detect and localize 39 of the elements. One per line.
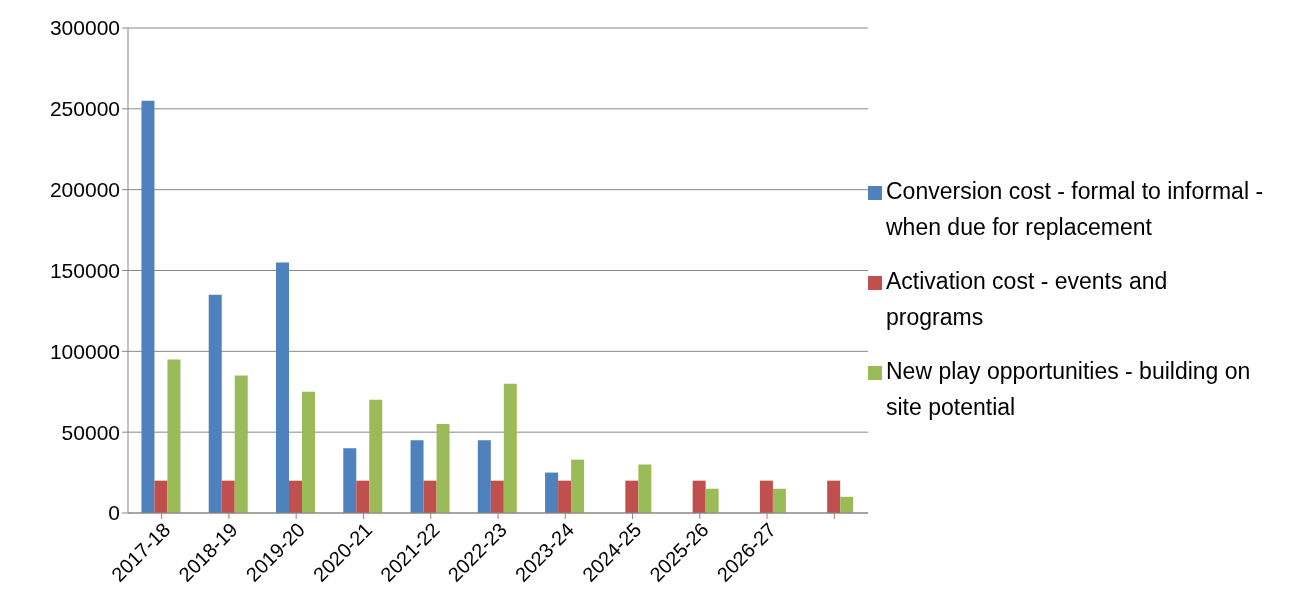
y-tick-label: 200000 <box>49 178 120 202</box>
bar <box>141 100 155 513</box>
bar <box>692 480 706 513</box>
bar <box>410 440 424 513</box>
y-tick-label: 300000 <box>49 16 120 40</box>
bar <box>436 424 450 513</box>
bar <box>356 480 370 513</box>
bar <box>369 399 383 513</box>
bar <box>638 464 652 513</box>
bar <box>827 480 841 513</box>
bar <box>545 472 559 513</box>
bar <box>234 375 248 513</box>
y-tick-label: 250000 <box>49 97 120 121</box>
bar <box>221 480 235 513</box>
y-tick-label: 0 <box>108 501 120 525</box>
bar <box>840 496 854 513</box>
legend-label: Conversion cost - formal to informal - when due for replacement <box>886 177 1265 242</box>
bar <box>276 262 289 513</box>
legend-label: Activation cost - events and programs <box>886 267 1169 332</box>
bar <box>302 391 315 513</box>
bar <box>154 480 168 513</box>
bar <box>423 480 437 513</box>
bar <box>167 359 181 513</box>
bar <box>208 294 222 513</box>
bar <box>558 480 572 513</box>
y-tick-label: 50000 <box>61 420 120 444</box>
bar <box>772 488 786 513</box>
bar <box>289 480 302 513</box>
bar <box>759 480 773 513</box>
legend-label: New play opportunities - building on site potential <box>886 357 1252 422</box>
bar <box>625 480 639 513</box>
bar <box>343 448 357 513</box>
bar <box>705 488 719 513</box>
bar <box>477 440 491 513</box>
y-tick-label: 100000 <box>49 339 120 363</box>
y-tick-label: 150000 <box>49 258 120 282</box>
bar <box>490 480 504 513</box>
bar <box>571 459 585 513</box>
bar <box>503 383 517 513</box>
